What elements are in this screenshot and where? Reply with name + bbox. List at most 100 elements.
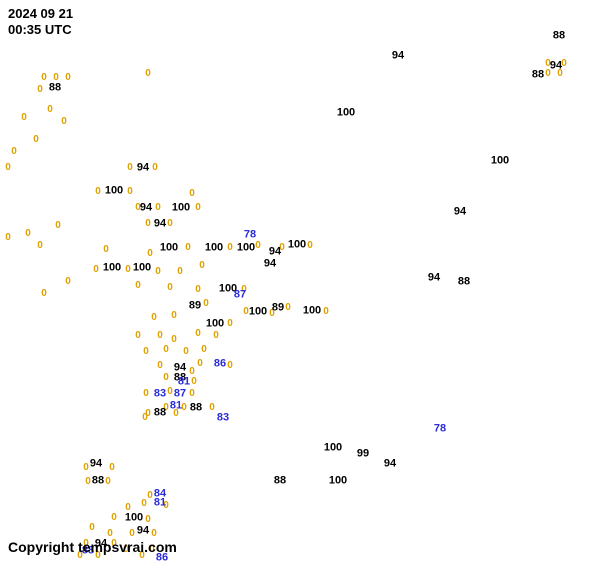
data-label: 87	[234, 290, 246, 301]
station-marker: 0	[111, 513, 117, 523]
data-label: 87	[174, 389, 186, 400]
station-marker: 0	[129, 529, 135, 539]
station-marker: 0	[195, 285, 201, 295]
data-label: 88	[553, 31, 565, 42]
station-marker: 0	[89, 523, 95, 533]
station-marker: 0	[93, 265, 99, 275]
station-marker: 0	[199, 261, 205, 271]
station-marker: 0	[152, 163, 158, 173]
station-marker: 0	[127, 163, 133, 173]
station-marker: 0	[105, 477, 111, 487]
station-marker: 0	[177, 267, 183, 277]
data-label: 100	[303, 306, 321, 317]
data-label: 88	[532, 70, 544, 81]
data-label: 78	[434, 424, 446, 435]
station-marker: 0	[189, 389, 195, 399]
station-marker: 0	[85, 477, 91, 487]
station-marker: 0	[227, 361, 233, 371]
data-label: 94	[140, 203, 152, 214]
data-label: 88	[92, 476, 104, 487]
station-marker: 0	[21, 113, 27, 123]
data-label: 94	[137, 163, 149, 174]
data-label: 94	[264, 259, 276, 270]
data-label: 94	[137, 526, 149, 537]
data-label: 88	[274, 476, 286, 487]
station-marker: 0	[109, 463, 115, 473]
station-marker: 0	[11, 147, 17, 157]
timestamp-header: 2024 09 21 00:35 UTC	[8, 6, 73, 39]
station-marker: 0	[191, 377, 197, 387]
data-label: 100	[160, 243, 178, 254]
data-label: 94	[154, 219, 166, 230]
station-marker: 0	[195, 329, 201, 339]
data-label: 100	[237, 243, 255, 254]
station-marker: 0	[135, 331, 141, 341]
data-label: 78	[244, 230, 256, 241]
station-marker: 0	[285, 303, 291, 313]
data-label: 94	[269, 247, 281, 258]
time-line: 00:35 UTC	[8, 22, 72, 37]
data-label: 83	[154, 389, 166, 400]
station-marker: 0	[203, 299, 209, 309]
station-marker: 0	[163, 345, 169, 355]
data-label: 94	[90, 459, 102, 470]
data-label: 81	[154, 498, 166, 509]
station-marker: 0	[323, 307, 329, 317]
station-marker: 0	[167, 387, 173, 397]
station-marker: 0	[195, 203, 201, 213]
station-marker: 0	[157, 331, 163, 341]
data-label: 88	[49, 83, 61, 94]
station-marker: 0	[209, 403, 215, 413]
date-line: 2024 09 21	[8, 6, 73, 21]
station-marker: 0	[37, 85, 43, 95]
station-marker: 0	[41, 73, 47, 83]
data-label: 100	[172, 203, 190, 214]
station-marker: 0	[37, 241, 43, 251]
station-marker: 0	[25, 229, 31, 239]
station-marker: 0	[141, 499, 147, 509]
station-marker: 0	[151, 313, 157, 323]
data-label: 100	[205, 243, 223, 254]
data-label: 94	[384, 459, 396, 470]
station-marker: 0	[227, 319, 233, 329]
station-marker: 0	[201, 345, 207, 355]
data-label: 94	[428, 273, 440, 284]
data-label: 100	[288, 240, 306, 251]
data-label: 81	[170, 401, 182, 412]
station-marker: 0	[171, 311, 177, 321]
station-marker: 0	[189, 189, 195, 199]
data-label: 88	[458, 277, 470, 288]
station-marker: 0	[147, 249, 153, 259]
station-marker: 0	[33, 135, 39, 145]
data-label: 100	[491, 156, 509, 167]
station-marker: 0	[145, 515, 151, 525]
station-marker: 0	[125, 265, 131, 275]
station-marker: 0	[213, 331, 219, 341]
station-marker: 0	[255, 241, 261, 251]
data-label: 100	[249, 307, 267, 318]
station-marker: 0	[145, 219, 151, 229]
data-label: 100	[105, 186, 123, 197]
station-marker: 0	[55, 221, 61, 231]
station-marker: 0	[167, 219, 173, 229]
data-label: 100	[337, 108, 355, 119]
station-marker: 0	[142, 413, 148, 423]
station-marker: 0	[185, 243, 191, 253]
station-marker: 0	[61, 117, 67, 127]
data-label: 89	[272, 303, 284, 314]
station-marker: 0	[83, 463, 89, 473]
data-label: 100	[206, 319, 224, 330]
station-marker: 0	[5, 163, 11, 173]
scatter-canvas: 2024 09 21 00:35 UTC 0000000000000000000…	[0, 0, 600, 563]
station-marker: 0	[127, 187, 133, 197]
data-label: 86	[214, 359, 226, 370]
data-label: 83	[217, 413, 229, 424]
station-marker: 0	[155, 267, 161, 277]
station-marker: 0	[151, 529, 157, 539]
station-marker: 0	[95, 187, 101, 197]
station-marker: 0	[307, 241, 313, 251]
station-marker: 0	[65, 73, 71, 83]
station-marker: 0	[145, 69, 151, 79]
station-marker: 0	[103, 245, 109, 255]
station-marker: 0	[65, 277, 71, 287]
